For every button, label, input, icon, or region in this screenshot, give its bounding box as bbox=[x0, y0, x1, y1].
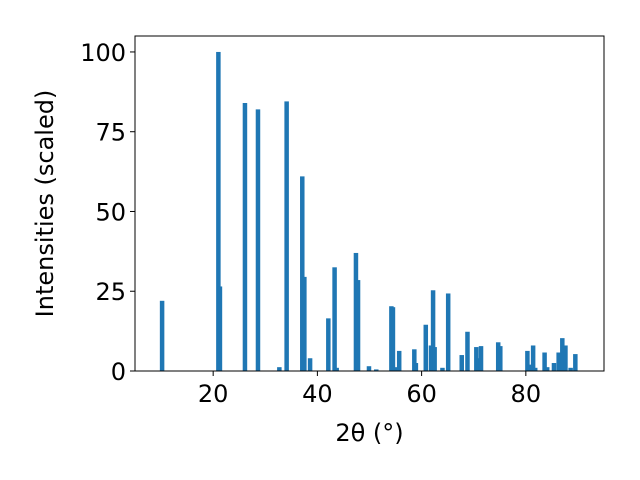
bar bbox=[478, 346, 484, 371]
bars-group bbox=[159, 51, 578, 372]
bar bbox=[366, 366, 372, 371]
bar bbox=[544, 367, 550, 371]
bar bbox=[216, 51, 221, 371]
y-tick-label: 25 bbox=[95, 278, 126, 306]
y-tick-label: 0 bbox=[111, 358, 126, 386]
bar bbox=[498, 346, 503, 371]
bar bbox=[445, 293, 451, 371]
bar bbox=[412, 349, 417, 371]
bar bbox=[440, 367, 445, 371]
bar bbox=[532, 367, 538, 371]
bar bbox=[284, 101, 289, 372]
bar bbox=[568, 367, 573, 371]
bar bbox=[302, 276, 307, 371]
bar bbox=[556, 352, 561, 371]
bar bbox=[527, 364, 532, 371]
bar bbox=[300, 176, 305, 371]
bar bbox=[459, 355, 464, 371]
y-tick-label: 100 bbox=[80, 39, 126, 67]
x-tick-label: 80 bbox=[511, 380, 542, 408]
y-ticks-group: 0 25 50 75 100 bbox=[80, 39, 135, 386]
bar bbox=[542, 352, 547, 371]
bar bbox=[374, 369, 379, 371]
bar bbox=[242, 103, 248, 371]
plot-frame bbox=[134, 35, 605, 372]
bar bbox=[430, 290, 436, 371]
bar bbox=[334, 367, 339, 371]
bar bbox=[476, 358, 481, 371]
bar bbox=[277, 367, 282, 371]
bar bbox=[394, 367, 399, 371]
x-tick-label: 20 bbox=[198, 380, 229, 408]
bar bbox=[432, 347, 437, 371]
bar bbox=[217, 286, 223, 371]
x-tick-label: 60 bbox=[406, 380, 437, 408]
bar bbox=[396, 350, 402, 371]
bar bbox=[255, 109, 261, 371]
bar bbox=[332, 267, 337, 371]
bar bbox=[573, 354, 578, 371]
bar bbox=[307, 358, 313, 371]
bar bbox=[413, 363, 419, 371]
bar bbox=[355, 280, 361, 371]
bar bbox=[423, 324, 429, 371]
bar bbox=[560, 338, 565, 371]
bar bbox=[563, 345, 568, 371]
bar bbox=[525, 350, 530, 371]
bar bbox=[159, 300, 165, 371]
bar bbox=[326, 318, 331, 371]
y-tick-label: 50 bbox=[95, 198, 126, 226]
bar bbox=[551, 363, 557, 371]
bar bbox=[390, 307, 396, 371]
y-tick-label: 75 bbox=[95, 119, 126, 147]
bar bbox=[530, 345, 536, 371]
x-tick-label: 40 bbox=[302, 380, 333, 408]
x-ticks-group: 20 40 60 80 bbox=[198, 371, 541, 408]
y-axis-label: Intensities (scaled) bbox=[31, 90, 59, 318]
x-axis-label: 2θ (°) bbox=[335, 419, 403, 447]
bar bbox=[465, 331, 470, 371]
